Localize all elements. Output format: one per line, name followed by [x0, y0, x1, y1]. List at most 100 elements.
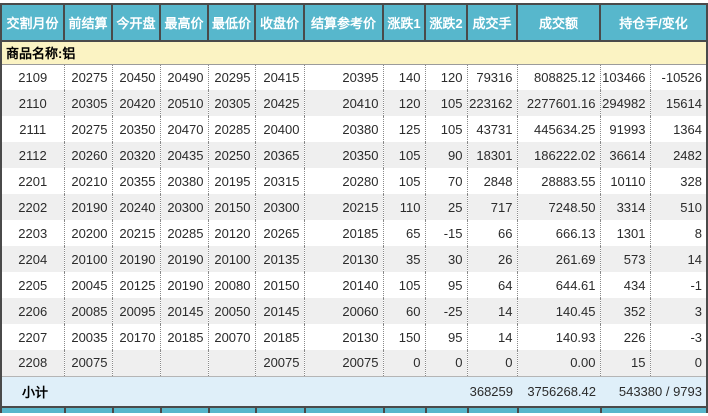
- col-high: 最高价: [159, 5, 208, 41]
- table-row: 2206 20085 20095 20145 20050 20145 20060 60 -25 1…: [2, 298, 706, 324]
- cell-volume: 43731: [466, 116, 517, 142]
- cell-settle_ref: 20395: [303, 64, 383, 90]
- cell-open_interest: 103466: [599, 64, 650, 90]
- cell-open: 20125: [111, 272, 160, 298]
- cell-oi_change: 0: [649, 350, 706, 376]
- cell-chg2: 25: [424, 194, 467, 220]
- cell-low: 20070: [207, 324, 255, 350]
- col-open-interest-change: 持仓手/变化: [599, 5, 706, 41]
- cell-prev_settle: 20210: [63, 168, 112, 194]
- cell-month: 2207: [18, 329, 48, 345]
- cell-prev_settle: 20100: [63, 246, 112, 272]
- subtotal-row: 小计 368259 3756268.42 543380 / 9793: [2, 375, 706, 406]
- cell-open_interest: 352: [599, 298, 650, 324]
- header-row: 交割月份 前结算 今开盘 最高价 最低价 收盘价 结算参考价 涨跌1 涨跌2 成…: [2, 5, 706, 41]
- subtotal-label: 小计: [2, 375, 467, 406]
- cell-high: 20145: [159, 298, 208, 324]
- bottom-border: [0, 406, 708, 408]
- cell-turnover: 140.45: [516, 298, 600, 324]
- cell-close: 20425: [254, 90, 304, 116]
- cell-settle_ref: 20185: [303, 220, 383, 246]
- cell-prev_settle: 20045: [63, 272, 112, 298]
- cell-volume: 79316: [466, 64, 517, 90]
- cell-oi_change: -10526: [649, 64, 706, 90]
- col-open: 今开盘: [111, 5, 160, 41]
- cell-volume: 2848: [466, 168, 517, 194]
- cell-month: 2204: [2, 246, 64, 272]
- cell-low: 20150: [207, 194, 255, 220]
- cell-open_interest: 573: [599, 246, 650, 272]
- cell-close: 20300: [254, 194, 304, 220]
- table-header: 交割月份 前结算 今开盘 最高价 最低价 收盘价 结算参考价 涨跌1 涨跌2 成…: [2, 5, 706, 41]
- cell-close: 20265: [254, 220, 304, 246]
- cell-close: 20135: [254, 246, 304, 272]
- cell-settle_ref: 20215: [303, 194, 383, 220]
- cell-chg1: 105: [382, 142, 425, 168]
- cell-prev_settle: 20275: [63, 64, 112, 90]
- cell-chg1: 105: [382, 272, 425, 298]
- cell-turnover: 2277601.16: [516, 90, 600, 116]
- cell-close: 20365: [254, 142, 304, 168]
- cell-prev_settle: 20260: [63, 142, 112, 168]
- subtotal-volume: 368259: [467, 375, 517, 406]
- cell-chg2: 70: [424, 168, 467, 194]
- col-close: 收盘价: [254, 5, 304, 41]
- cell-open_interest: 1301: [599, 220, 650, 246]
- cell-close: 20315: [254, 168, 304, 194]
- cell-open_interest: 294982: [599, 90, 650, 116]
- table-row: 2109 20275 20450 20490 20295 20415 20395 140 120…: [2, 64, 706, 90]
- cell-chg1: 35: [382, 246, 425, 272]
- cell-close: 20145: [254, 298, 304, 324]
- col-delivery-month: 交割月份: [2, 5, 64, 41]
- cell-open: 20190: [111, 246, 160, 272]
- cell-high: 20470: [159, 116, 208, 142]
- cell-open: 20215: [111, 220, 160, 246]
- cell-volume: 0: [466, 350, 517, 376]
- cell-open: 20240: [111, 194, 160, 220]
- cell-open: 20355: [111, 168, 160, 194]
- cell-volume: 14: [466, 298, 517, 324]
- cell-oi_change: 1364: [649, 116, 706, 142]
- cell-close: 20150: [254, 272, 304, 298]
- futures-table-body: 2109 20275 20450 20490 20295 20415 20395 140 120…: [2, 64, 706, 376]
- cell-open: [111, 350, 160, 376]
- cell-high: [159, 350, 208, 376]
- cell-open_interest: 91993: [599, 116, 650, 142]
- cell-turnover: 28883.55: [516, 168, 600, 194]
- cell-settle_ref: 20380: [303, 116, 383, 142]
- cell-open_interest: 226: [599, 324, 650, 350]
- cell-chg1: 120: [382, 90, 425, 116]
- cell-volume: 66: [466, 220, 517, 246]
- cell-chg1: 105: [382, 168, 425, 194]
- cell-month: 2205: [18, 277, 48, 293]
- quote-table-frame: 交割月份 前结算 今开盘 最高价 最低价 收盘价 结算参考价 涨跌1 涨跌2 成…: [0, 3, 708, 406]
- cell-open_interest: 434: [599, 272, 650, 298]
- cell-close: 20415: [254, 64, 304, 90]
- cell-chg2: 120: [424, 64, 467, 90]
- cell-low: 20250: [207, 142, 255, 168]
- cell-open_interest: 36614: [599, 142, 650, 168]
- futures-quote-table: 交割月份 前结算 今开盘 最高价 最低价 收盘价 结算参考价 涨跌1 涨跌2 成…: [2, 5, 706, 406]
- cell-oi_change: 3: [649, 298, 706, 324]
- cell-settle_ref: 20130: [303, 246, 383, 272]
- cell-open: 20320: [111, 142, 160, 168]
- cell-prev_settle: 20305: [63, 90, 112, 116]
- cell-prev_settle: 20085: [63, 298, 112, 324]
- cell-high: 20285: [159, 220, 208, 246]
- table-row: 2202 20190 20240 20300 20150 20300 20215 110 25 7…: [2, 194, 706, 220]
- cell-settle_ref: 20130: [303, 324, 383, 350]
- commodity-section: 商品名称:铝: [2, 40, 706, 65]
- table-row: 2111 20275 20350 20470 20285 20400 20380 125 105…: [2, 116, 706, 142]
- cell-volume: 18301: [466, 142, 517, 168]
- subtotal-open-interest: 543380 / 9793: [600, 375, 706, 406]
- cell-turnover: 261.69: [516, 246, 600, 272]
- cell-oi_change: -3: [649, 324, 706, 350]
- cell-chg2: 90: [424, 142, 467, 168]
- cell-prev_settle: 20035: [63, 324, 112, 350]
- cell-month: 2110: [2, 90, 64, 116]
- cell-chg2: 95: [424, 272, 467, 298]
- cell-low: 20100: [207, 246, 255, 272]
- cell-volume: 64: [466, 272, 517, 298]
- cell-month: 2208: [2, 350, 64, 376]
- col-volume: 成交手: [466, 5, 517, 41]
